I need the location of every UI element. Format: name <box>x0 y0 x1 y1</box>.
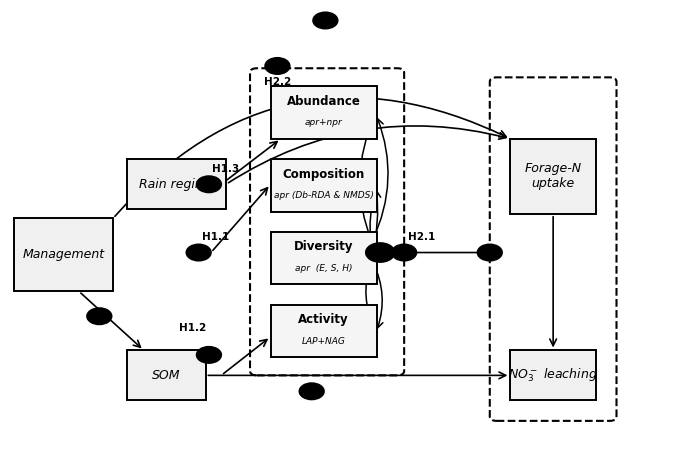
Circle shape <box>186 244 211 261</box>
Text: LAP+NAG: LAP+NAG <box>301 337 346 345</box>
FancyBboxPatch shape <box>271 159 377 212</box>
FancyBboxPatch shape <box>14 218 113 291</box>
Text: 2: 2 <box>206 350 212 359</box>
Text: apr (Db-RDA & NMDS): apr (Db-RDA & NMDS) <box>274 191 373 200</box>
Circle shape <box>197 347 221 363</box>
FancyBboxPatch shape <box>127 350 206 400</box>
FancyBboxPatch shape <box>510 139 596 214</box>
Text: 3: 3 <box>196 248 201 257</box>
Circle shape <box>366 243 395 262</box>
Text: $NO_3^-$ leaching: $NO_3^-$ leaching <box>508 367 598 384</box>
Text: Activity: Activity <box>299 313 349 326</box>
Circle shape <box>197 176 221 192</box>
Text: Management: Management <box>23 248 104 261</box>
Text: 1: 1 <box>97 312 102 321</box>
Text: apr+npr: apr+npr <box>305 118 342 127</box>
FancyBboxPatch shape <box>127 159 226 209</box>
Text: H1.3: H1.3 <box>212 164 240 174</box>
Text: Rain regime: Rain regime <box>138 178 214 191</box>
Text: 10: 10 <box>375 248 386 257</box>
Text: 5: 5 <box>323 16 328 25</box>
Circle shape <box>477 244 502 261</box>
Text: 9: 9 <box>487 248 493 257</box>
Text: Diversity: Diversity <box>294 240 353 253</box>
Text: Abundance: Abundance <box>287 95 360 108</box>
Text: apr  (E, S, H): apr (E, S, H) <box>295 264 352 273</box>
FancyBboxPatch shape <box>271 86 377 139</box>
Text: Forage-N
uptake: Forage-N uptake <box>525 162 582 190</box>
Circle shape <box>87 308 112 324</box>
Text: 7: 7 <box>401 248 407 257</box>
Circle shape <box>265 58 290 74</box>
Circle shape <box>392 244 416 261</box>
Text: H1.2: H1.2 <box>179 323 207 333</box>
Circle shape <box>299 383 324 399</box>
FancyBboxPatch shape <box>271 305 377 357</box>
Circle shape <box>313 12 338 29</box>
Text: 6: 6 <box>309 387 314 396</box>
Text: 4: 4 <box>206 180 212 189</box>
Text: H2.1: H2.1 <box>408 232 436 242</box>
Text: H2.2: H2.2 <box>264 77 291 87</box>
Text: Composition: Composition <box>282 167 365 181</box>
FancyBboxPatch shape <box>271 232 377 284</box>
Text: SOM: SOM <box>152 369 180 382</box>
Text: 8: 8 <box>275 61 280 71</box>
FancyBboxPatch shape <box>510 350 596 400</box>
Text: H1.1: H1.1 <box>202 232 229 242</box>
